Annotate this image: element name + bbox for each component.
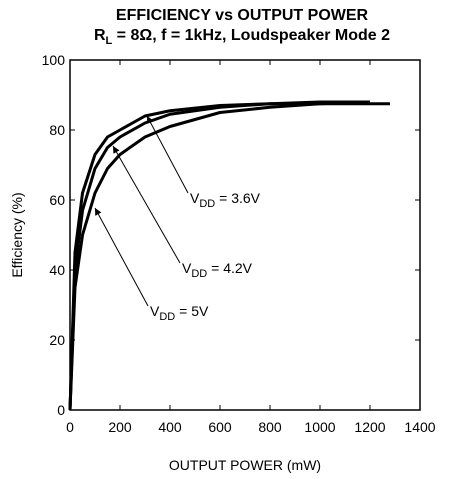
series-label: VDD = 4.2V [182,260,253,280]
y-tick-label: 20 [49,332,65,348]
annotation-arrow [94,207,149,307]
x-tick-label: 1400 [404,419,435,435]
x-tick-label: 800 [258,419,282,435]
y-axis-label: Efficiency (%) [9,192,25,277]
x-tick-label: 200 [108,419,132,435]
series-line [68,102,390,411]
x-tick-label: 1000 [304,419,335,435]
chart-subtitle: RL = 8Ω, f = 1kHz, Loudspeaker Mode 2 [94,27,390,47]
label-rest: = 4.2V [207,260,252,276]
y-tick-label: 60 [49,192,65,208]
chart-title: EFFICIENCY vs OUTPUT POWER [116,7,369,24]
label-main: V [190,190,200,206]
plot-frame [69,59,421,411]
y-tick-label: 80 [49,122,65,138]
subtitle-main: R [94,27,106,44]
subtitle-rest: = 8Ω, f = 1kHz, Loudspeaker Mode 2 [112,27,390,44]
series-label: VDD = 5V [150,303,209,323]
y-tick-label: 0 [57,402,65,418]
label-sub: DD [199,198,215,210]
annotation-arrow [146,115,189,194]
label-main: V [150,303,160,319]
label-sub: DD [191,268,207,280]
x-tick-label: 400 [158,419,182,435]
series-label: VDD = 3.6V [190,190,261,210]
label-rest: = 5V [175,303,209,319]
series-line [68,100,366,411]
y-tick-label: 40 [49,262,65,278]
label-rest: = 3.6V [215,190,260,206]
x-axis-label: OUTPUT POWER (mW) [169,457,321,473]
label-main: V [182,260,192,276]
series-line [68,100,370,411]
label-sub: DD [159,311,175,323]
x-tick-label: 600 [208,419,232,435]
y-tick-label: 100 [42,52,66,68]
subtitle-sub: L [106,35,113,47]
x-tick-label: 1200 [354,419,385,435]
x-tick-label: 0 [66,419,74,435]
annotation-arrow [112,145,181,264]
